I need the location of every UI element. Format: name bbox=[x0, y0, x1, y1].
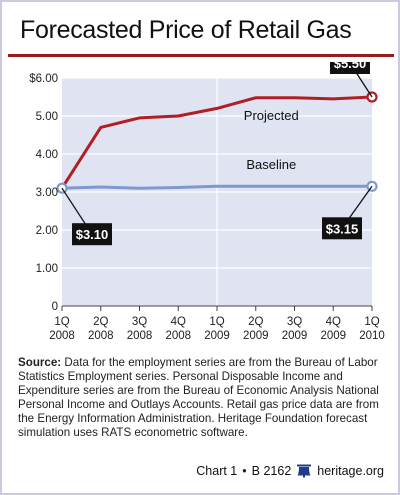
x-tick-label-quarter: 3Q bbox=[132, 316, 147, 328]
series-line-baseline bbox=[61, 184, 372, 190]
x-tick-label-year: 2008 bbox=[165, 330, 191, 342]
title-rule bbox=[8, 54, 394, 57]
chart-number: Chart 1 bbox=[196, 464, 238, 478]
x-tick-label-quarter: 2Q bbox=[248, 316, 263, 328]
callout-box bbox=[322, 217, 362, 240]
callout-box bbox=[330, 62, 370, 74]
callout-box bbox=[72, 223, 112, 246]
source-note: Source: Data for the employment series a… bbox=[18, 356, 388, 440]
series-label-baseline: Baseline bbox=[246, 157, 296, 172]
x-tick-label-quarter: 2Q bbox=[93, 316, 108, 328]
footer: Chart 1 • B 2162 heritage.org bbox=[196, 464, 384, 478]
x-tick-label-year: 2010 bbox=[359, 330, 385, 342]
x-tick-label-quarter: 1Q bbox=[209, 316, 224, 328]
chart-title: Forecasted Price of Retail Gas bbox=[20, 16, 352, 44]
heritage-site[interactable]: heritage.org bbox=[317, 464, 384, 478]
y-tick-label: 2.00 bbox=[36, 225, 58, 237]
x-tick-label-year: 2009 bbox=[282, 330, 308, 342]
backgrounder-code: B 2162 bbox=[251, 464, 292, 478]
source-label: Source: bbox=[18, 356, 62, 369]
y-tick-label: 3.00 bbox=[36, 187, 58, 199]
x-tick-label-quarter: 1Q bbox=[364, 316, 379, 328]
y-tick-label: 1.00 bbox=[36, 263, 58, 275]
x-tick-label-quarter: 4Q bbox=[171, 316, 186, 328]
x-tick-label-year: 2009 bbox=[320, 330, 346, 342]
series-label-projected: Projected bbox=[244, 108, 299, 123]
series-line-projected bbox=[60, 95, 373, 190]
y-tick-label: 4.00 bbox=[36, 149, 58, 161]
x-tick-label-year: 2008 bbox=[127, 330, 153, 342]
chart-canvas: 0 1.00 2.00 3.00 4.00 5.00 $6.00 1Q 2008 2Q 2008 3Q… bbox=[29, 62, 385, 342]
x-tick-label-quarter: 4Q bbox=[326, 316, 341, 328]
callout-value: $3.15 bbox=[326, 221, 359, 236]
y-tick-label: 5.00 bbox=[36, 111, 58, 123]
liberty-bell-icon bbox=[296, 464, 312, 478]
footer-separator: • bbox=[242, 464, 247, 478]
x-tick-label-quarter: 1Q bbox=[54, 316, 69, 328]
callout-value: $3.10 bbox=[76, 227, 109, 242]
x-tick-label-year: 2009 bbox=[204, 330, 230, 342]
source-text: Data for the employment series are from … bbox=[18, 356, 379, 439]
y-tick-label: 0 bbox=[52, 301, 58, 313]
y-tick-label: $6.00 bbox=[29, 73, 58, 85]
x-tick-label-year: 2009 bbox=[243, 330, 269, 342]
x-tick-label-quarter: 3Q bbox=[287, 316, 302, 328]
callout-value: $5.50 bbox=[334, 62, 367, 71]
x-tick-label-year: 2008 bbox=[88, 330, 114, 342]
x-tick-label-year: 2008 bbox=[49, 330, 75, 342]
